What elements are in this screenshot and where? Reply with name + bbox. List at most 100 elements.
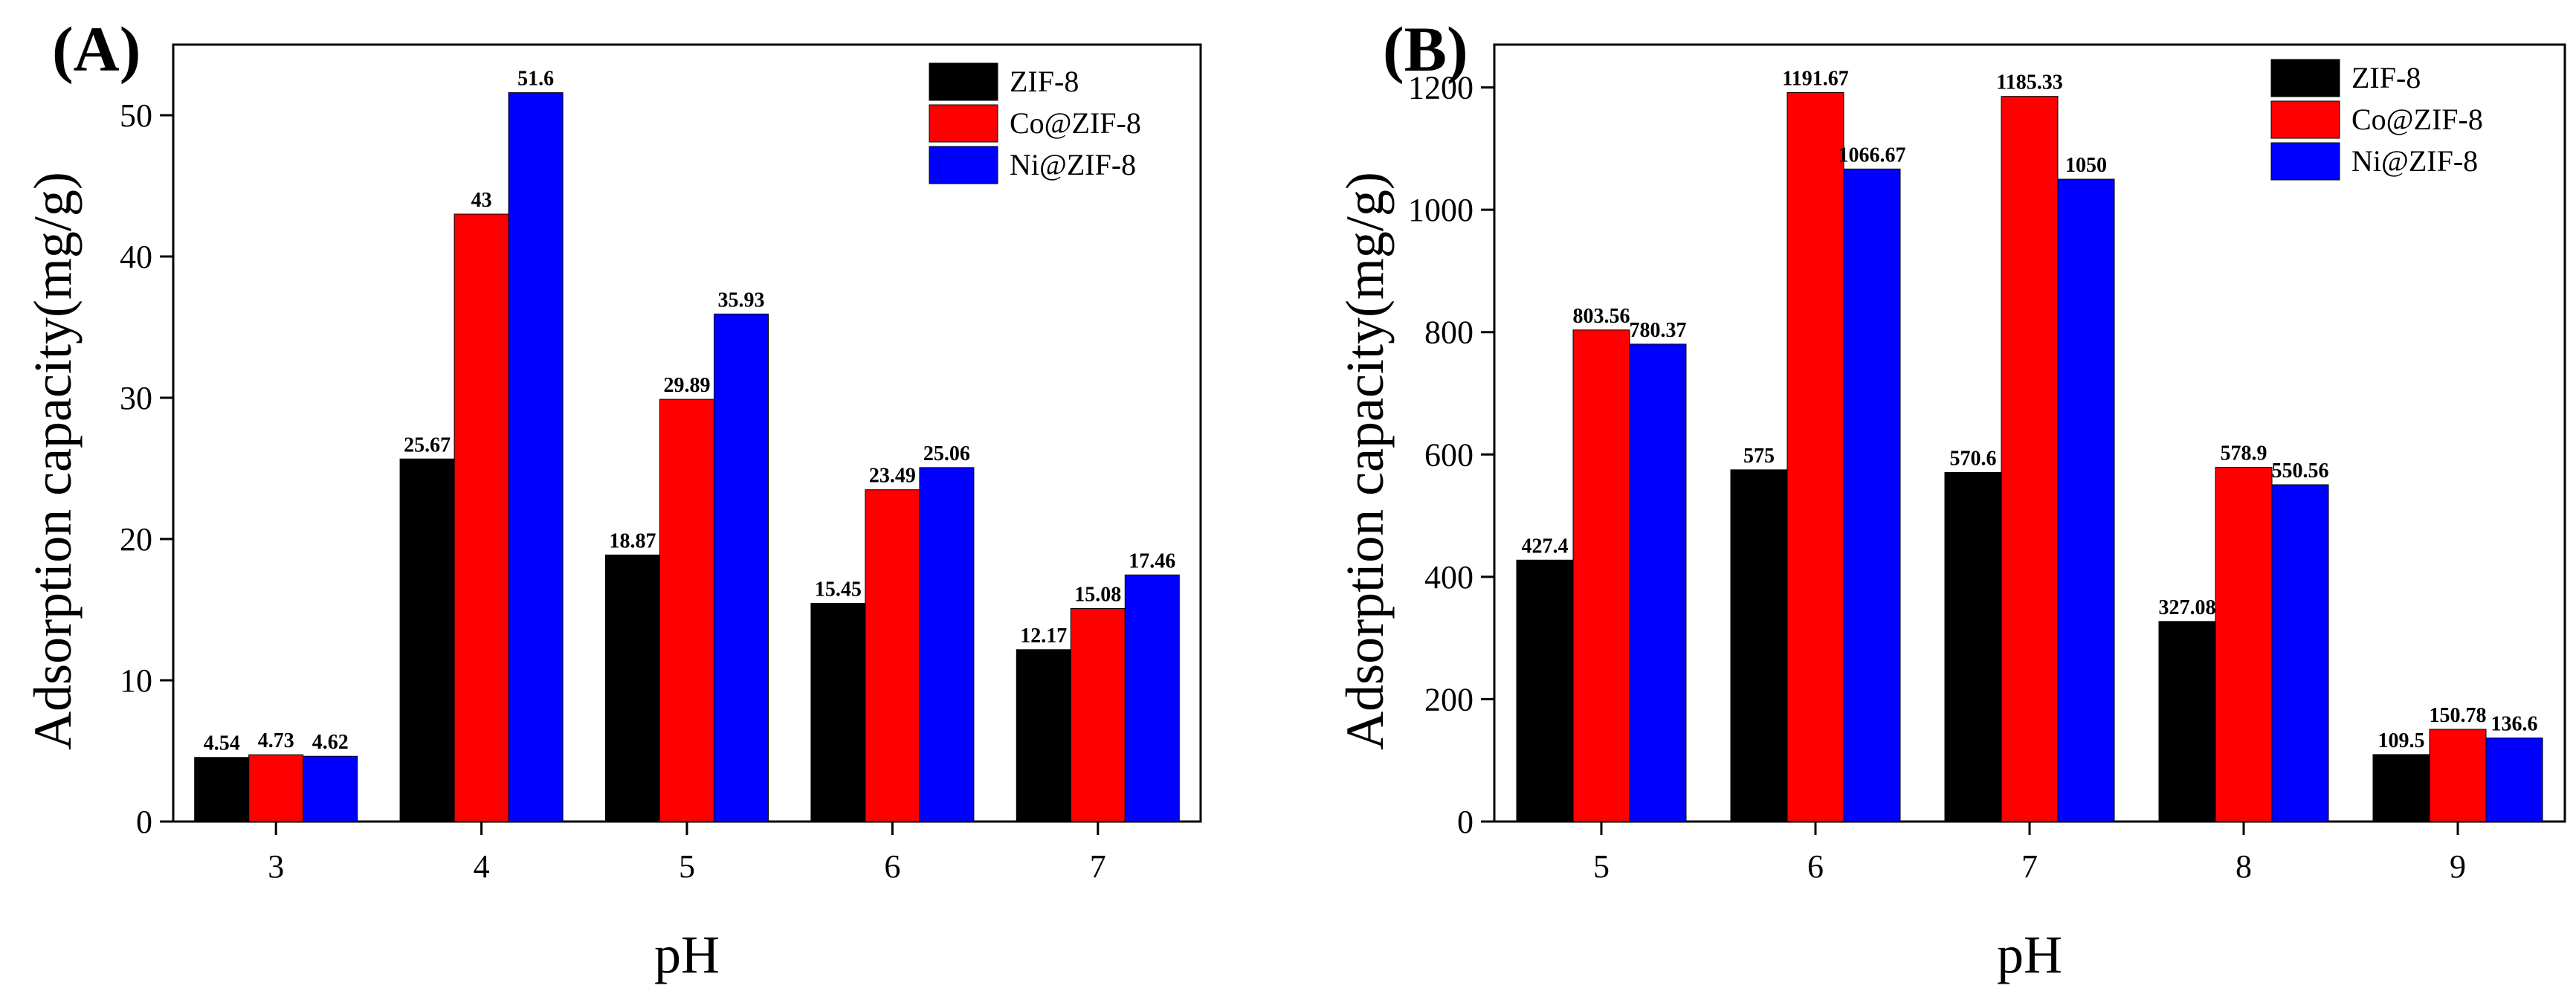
panel-a-ytick-label: 30: [120, 380, 152, 416]
panel-a-bar-zif-8-ph4: [399, 458, 455, 822]
panel-a-bar-co-zif-8-ph3: [248, 754, 304, 822]
panel-b-data-label: 578.9: [2221, 442, 2267, 465]
panel-b-data-label: 1050: [2065, 154, 2107, 177]
panel-a-bar-zif-8-ph3: [194, 757, 250, 822]
panel-b-xtick-label: 5: [1593, 848, 1610, 885]
panel-b-xtick-label: 8: [2236, 848, 2252, 885]
panel-b-data-label: 150.78: [2430, 704, 2487, 727]
panel-b-legend-swatch: [2270, 100, 2340, 139]
panel-a-data-label: 17.46: [1129, 549, 1175, 572]
panel-a-data-label: 25.06: [923, 442, 970, 465]
panel-b-ytick-label: 1200: [1408, 70, 1473, 106]
panel-a-legend-label: Ni@ZIF-8: [1010, 148, 1136, 181]
panel-a-bar-co-zif-8-ph6: [865, 489, 920, 822]
panel-a-ylabel: Adsorption capacity(mg/g): [23, 172, 83, 750]
panel-a-data-label: 4.54: [204, 732, 240, 755]
panel-b-ytick-label: 600: [1424, 436, 1473, 473]
panel-b-label: (B): [1383, 13, 1468, 85]
panel-a-bar-ni-zif-8-ph6: [919, 467, 975, 822]
panel-b-ytick-label: 0: [1457, 804, 1473, 840]
panel-b-legend-label: ZIF-8: [2351, 61, 2421, 94]
panel-a-bar-ni-zif-8-ph3: [303, 755, 358, 822]
panel-b: (B) Adsorption capacity(mg/g) pH 0 200 400…: [1335, 13, 2566, 984]
panel-a-data-label: 51.6: [517, 68, 554, 91]
panel-a-bar-zif-8-ph6: [810, 602, 866, 822]
panel-a-legend-label: Co@ZIF-8: [1010, 106, 1141, 140]
panel-a-ytick-label: 40: [120, 239, 152, 275]
panel-b-bar-zif-8-ph9: [2372, 754, 2430, 822]
panel-b-legend-swatch: [2270, 142, 2340, 181]
panel-a-legend-label: ZIF-8: [1010, 65, 1079, 98]
panel-a-label: (A): [52, 13, 141, 85]
panel-b-data-label: 1185.33: [1996, 71, 2062, 94]
panel-b-bar-zif-8-ph8: [2158, 621, 2216, 822]
panel-a-data-label: 29.89: [664, 374, 711, 397]
panel-b-ylabel: Adsorption capacity(mg/g): [1335, 172, 1395, 750]
panel-b-legend-swatch: [2270, 59, 2340, 97]
panel-a-bar-ni-zif-8-ph5: [714, 313, 769, 822]
panel-a-xtick-label: 6: [884, 848, 900, 885]
panel-a-data-label: 4.73: [258, 729, 294, 752]
panel-b-bar-co-zif-8-ph9: [2429, 729, 2487, 822]
panel-b-ytick-label: 800: [1424, 314, 1473, 351]
panel-a-legend-swatch: [929, 62, 998, 101]
panel-a-data-label: 35.93: [718, 288, 765, 312]
panel-b-ytick-label: 400: [1424, 559, 1473, 596]
panel-b-bar-zif-8-ph6: [1730, 469, 1788, 822]
panel-a-legend-swatch: [929, 146, 998, 184]
panel-a-bar-co-zif-8-ph4: [453, 213, 509, 822]
panel-a-data-label: 18.87: [610, 529, 656, 552]
panel-b-bar-ni-zif-8-ph7: [2057, 178, 2115, 822]
panel-b-data-label: 570.6: [1950, 447, 1997, 470]
panel-a-ytick-label: 20: [120, 521, 152, 558]
panel-b-data-label: 327.08: [2159, 596, 2216, 619]
panel-a-ytick-label: 10: [120, 662, 152, 699]
panel-a-bar-zif-8-ph5: [605, 554, 660, 822]
panel-b-bar-ni-zif-8-ph8: [2271, 484, 2329, 822]
panel-b-bar-ni-zif-8-ph5: [1629, 343, 1687, 822]
panel-b-data-label: 1191.67: [1782, 67, 1848, 90]
panel-b-bar-co-zif-8-ph5: [1572, 329, 1630, 822]
panel-b-bar-co-zif-8-ph6: [1786, 91, 1844, 822]
panel-a-bar-ni-zif-8-ph4: [508, 92, 564, 822]
panel-b-ytick-label: 200: [1424, 681, 1473, 717]
panel-b-data-label: 780.37: [1630, 319, 1687, 342]
panel-b-legend-label: Co@ZIF-8: [2351, 103, 2483, 136]
panel-b-data-label: 575: [1743, 445, 1775, 468]
panel-b-data-label: 109.5: [2378, 729, 2425, 752]
panel-b-data-label: 427.4: [1522, 535, 1569, 558]
panel-b-data-label: 136.6: [2491, 713, 2538, 736]
panel-b-bar-zif-8-ph7: [1944, 471, 2002, 822]
panel-a-xtick-label: 5: [679, 848, 695, 885]
panel-b-bar-ni-zif-8-ph6: [1843, 168, 1901, 822]
panel-a-legend-swatch: [929, 104, 998, 143]
panel-a-data-label: 4.62: [312, 731, 349, 754]
panel-a-data-label: 15.08: [1074, 583, 1121, 606]
panel-b-xtick-label: 9: [2450, 848, 2466, 885]
panel-b-bar-co-zif-8-ph8: [2215, 467, 2273, 822]
panel-a-ytick-label: 50: [120, 97, 152, 134]
panel-b-data-label: 550.56: [2272, 459, 2329, 483]
panel-b-legend-label: Ni@ZIF-8: [2351, 144, 2478, 178]
panel-b-ytick-label: 1000: [1408, 192, 1473, 228]
panel-a-ytick-label: 0: [136, 804, 152, 840]
panel-b-xtick-label: 6: [1807, 848, 1824, 885]
panel-a-data-label: 12.17: [1020, 625, 1067, 648]
panel-b-xlabel: pH: [1997, 925, 2062, 984]
panel-a-data-label: 23.49: [869, 465, 916, 488]
panel-a-xtick-label: 3: [268, 848, 284, 885]
panel-b-bar-ni-zif-8-ph9: [2485, 738, 2543, 822]
panel-b-bar-zif-8-ph5: [1516, 559, 1574, 822]
panel-a-bar-co-zif-8-ph5: [659, 399, 714, 822]
panel-a-bar-zif-8-ph7: [1016, 649, 1071, 822]
panel-a-xlabel: pH: [654, 925, 720, 984]
panel-a-xtick-label: 4: [474, 848, 490, 885]
panel-a-xtick-label: 7: [1090, 848, 1106, 885]
panel-b-data-label: 1066.67: [1839, 143, 1906, 167]
panel-a-data-label: 15.45: [815, 578, 862, 601]
panel-a-data-label: 43: [471, 189, 492, 212]
panel-a-bar-co-zif-8-ph7: [1070, 607, 1126, 822]
panel-a-data-label: 25.67: [404, 433, 451, 456]
panel-b-xtick-label: 7: [2021, 848, 2038, 885]
